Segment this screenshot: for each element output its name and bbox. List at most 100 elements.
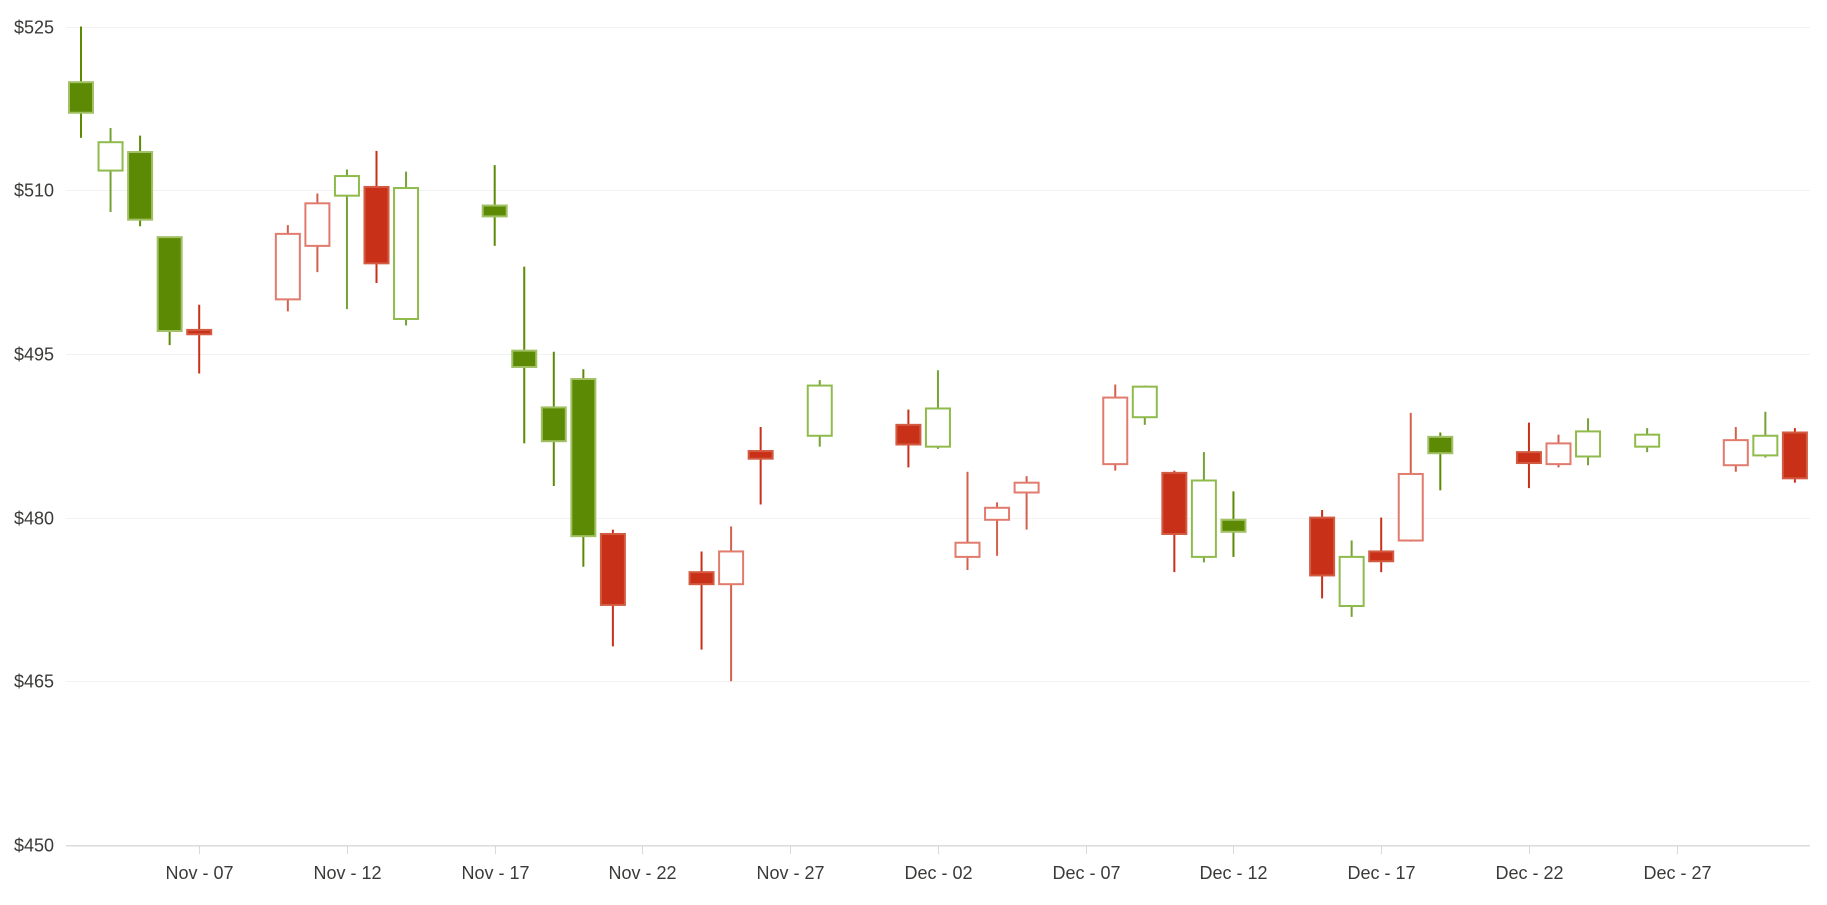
candle-Dec-26[interactable] <box>1634 428 1661 453</box>
candle-Dec-19[interactable] <box>1427 432 1454 491</box>
candle-Dec-29[interactable] <box>1722 427 1749 472</box>
candle-body <box>688 571 715 586</box>
candle-Dec-31[interactable] <box>1781 428 1808 483</box>
candle-Nov-11[interactable] <box>304 193 331 273</box>
candle-Nov-04[interactable] <box>97 128 124 213</box>
candle-Dec-05[interactable] <box>1013 476 1040 530</box>
candle-Nov-25[interactable] <box>718 526 745 682</box>
candle-Dec-02[interactable] <box>924 370 951 449</box>
candle-body <box>1309 516 1336 577</box>
y-axis-label: $495 <box>14 345 54 365</box>
candle-body <box>274 232 301 301</box>
candle-Nov-20[interactable] <box>570 369 597 567</box>
candle-body <box>718 550 745 586</box>
y-axis-label: $480 <box>14 509 54 529</box>
candle-body <box>68 81 94 114</box>
candle-body <box>895 423 922 446</box>
candle-body <box>599 532 626 606</box>
candle-Nov-26[interactable] <box>747 427 774 505</box>
candle-body <box>1545 442 1572 466</box>
y-axis-label: $450 <box>14 836 54 856</box>
candle-body <box>1634 433 1661 448</box>
candle-Dec-10[interactable] <box>1161 470 1188 573</box>
candle-body <box>1190 479 1217 558</box>
candle-body <box>540 406 567 443</box>
candle-body <box>570 378 597 538</box>
candle-body <box>747 450 774 460</box>
candle-Nov-24[interactable] <box>688 551 715 650</box>
x-axis-label: Nov - 12 <box>313 863 381 883</box>
candle-body <box>156 236 183 332</box>
x-axis-label: Dec - 17 <box>1347 863 1415 883</box>
candle-Dec-15[interactable] <box>1309 509 1336 599</box>
candle-Dec-01[interactable] <box>895 409 922 468</box>
candle-body <box>1427 435 1454 455</box>
candle-body <box>363 185 390 265</box>
candle-body <box>1102 396 1129 466</box>
candle-Dec-18[interactable] <box>1397 412 1424 542</box>
candle-Dec-17[interactable] <box>1368 517 1395 573</box>
y-axis-label: $510 <box>14 181 54 201</box>
candle-Dec-08[interactable] <box>1102 384 1129 471</box>
candle-Nov-12[interactable] <box>333 169 360 310</box>
candle-body <box>1397 472 1424 542</box>
candle-body <box>1722 439 1749 467</box>
x-axis-label: Nov - 17 <box>461 863 529 883</box>
candle-Dec-24[interactable] <box>1575 418 1602 466</box>
candle-Nov-18[interactable] <box>511 266 538 444</box>
candle-body <box>1515 451 1542 465</box>
candle-body <box>127 151 154 221</box>
candle-Nov-05[interactable] <box>127 135 154 227</box>
candle-Nov-14[interactable] <box>393 171 420 326</box>
candle-body <box>333 175 360 197</box>
candle-body <box>1131 385 1158 419</box>
candle-body <box>806 384 833 437</box>
candle-Nov-13[interactable] <box>363 150 390 283</box>
candle-body <box>1338 555 1365 608</box>
candle-Dec-11[interactable] <box>1190 452 1217 563</box>
candle-body <box>1781 431 1808 480</box>
candle-Nov-21[interactable] <box>599 529 626 647</box>
candle-body <box>1368 550 1395 563</box>
y-axis-label: $525 <box>14 18 54 38</box>
candle-Dec-09[interactable] <box>1131 385 1158 425</box>
candle-Dec-22[interactable] <box>1515 422 1542 489</box>
x-axis-label: Dec - 12 <box>1199 863 1267 883</box>
x-axis-label: Nov - 07 <box>165 863 233 883</box>
candle-Dec-04[interactable] <box>984 502 1011 556</box>
x-axis-label: Dec - 27 <box>1643 863 1711 883</box>
candle-Dec-12[interactable] <box>1220 491 1247 557</box>
candle-Nov-10[interactable] <box>274 225 301 312</box>
candle-Dec-23[interactable] <box>1545 434 1572 468</box>
x-axis-label: Nov - 27 <box>756 863 824 883</box>
candle-Nov-19[interactable] <box>540 351 567 486</box>
y-axis-label: $465 <box>14 672 54 692</box>
candle-body <box>984 506 1011 521</box>
candle-body <box>393 187 420 320</box>
candle-Nov-07[interactable] <box>186 304 213 374</box>
candle-body <box>1161 471 1188 535</box>
candle-body <box>1575 430 1602 458</box>
x-axis-label: Dec - 22 <box>1495 863 1563 883</box>
candle-body <box>304 202 331 247</box>
candle-body <box>1220 518 1247 533</box>
candle-Nov-28[interactable] <box>806 380 833 447</box>
candle-body <box>924 407 951 448</box>
candle-body <box>97 141 124 172</box>
candle-body <box>954 541 981 558</box>
candle-body <box>481 204 508 218</box>
candle-Nov-03[interactable] <box>68 26 94 138</box>
x-axis-label: Dec - 07 <box>1052 863 1120 883</box>
candle-body <box>1752 434 1779 457</box>
candle-Dec-03[interactable] <box>954 471 981 570</box>
candle-Dec-16[interactable] <box>1338 540 1365 617</box>
candle-body <box>186 328 213 336</box>
candle-Dec-30[interactable] <box>1752 411 1779 458</box>
x-axis-label: Nov - 22 <box>608 863 676 883</box>
candle-body <box>1013 481 1040 494</box>
x-axis-label: Dec - 02 <box>904 863 972 883</box>
candle-Nov-06[interactable] <box>156 236 183 346</box>
candle-Nov-17[interactable] <box>481 165 508 246</box>
candle-body <box>511 349 538 369</box>
